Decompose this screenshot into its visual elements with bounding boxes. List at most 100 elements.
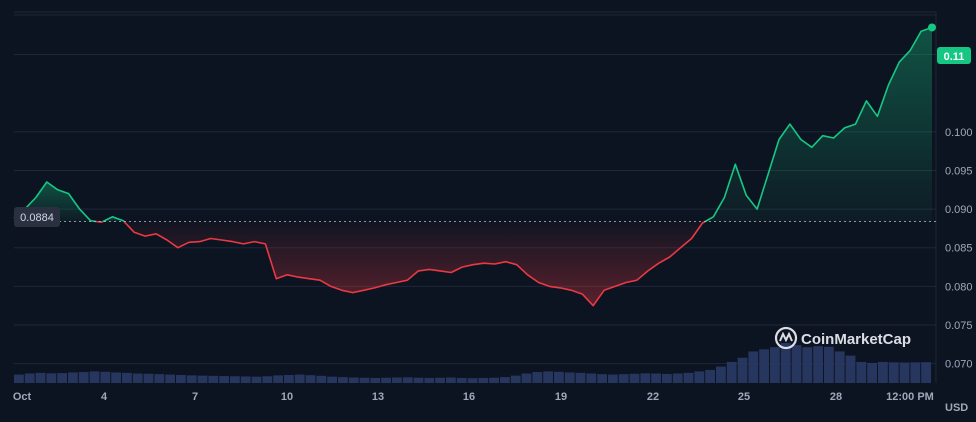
volume-bar bbox=[316, 375, 327, 383]
volume-bar bbox=[467, 378, 478, 383]
volume-bar bbox=[24, 373, 35, 383]
x-tick-label: 7 bbox=[192, 391, 198, 403]
x-tick-label: 19 bbox=[555, 391, 567, 403]
y-axis: 0.070 0.075 0.080 0.085 0.090 0.095 0.100 0.11 bbox=[945, 50, 973, 371]
volume-bar bbox=[273, 375, 283, 383]
y-tick-label: 0.095 bbox=[945, 165, 973, 177]
y-tick-label: 0.080 bbox=[945, 281, 973, 293]
current-point bbox=[928, 23, 936, 32]
volume-bar bbox=[813, 346, 823, 383]
volume-bar bbox=[327, 376, 337, 383]
unit-label: USD bbox=[945, 402, 968, 414]
volume-bar bbox=[370, 377, 381, 383]
current-price-value: 0.11 bbox=[944, 51, 965, 63]
y-tick-label: 0.085 bbox=[945, 243, 973, 255]
volume-bar bbox=[672, 373, 683, 383]
volume-bar bbox=[662, 373, 672, 383]
volume-bar bbox=[197, 375, 208, 383]
volume-bar bbox=[748, 351, 759, 383]
y-tick-label: 0.100 bbox=[945, 127, 973, 139]
area-fill-below bbox=[124, 221, 706, 306]
volume-bar bbox=[726, 361, 737, 383]
volume-bar bbox=[856, 361, 867, 383]
volume-bar bbox=[640, 373, 651, 383]
volume-bar bbox=[824, 346, 834, 383]
volume-bar bbox=[564, 372, 575, 383]
x-tick-label: 25 bbox=[738, 391, 750, 403]
price-line-down bbox=[123, 220, 706, 307]
volume-bar bbox=[294, 374, 305, 383]
volume-bar bbox=[651, 373, 661, 383]
volume-bar bbox=[402, 377, 413, 383]
x-tick-label: 10 bbox=[281, 391, 293, 403]
volume-bar bbox=[154, 374, 165, 383]
volume-bar bbox=[338, 377, 348, 383]
volume-bar bbox=[46, 373, 57, 383]
price-lines bbox=[13, 26, 933, 307]
volume-bar bbox=[554, 371, 564, 383]
x-tick-label: Oct bbox=[13, 391, 32, 403]
volume-bar bbox=[834, 351, 845, 383]
volume-bar bbox=[705, 369, 715, 383]
volume-bar bbox=[305, 375, 316, 383]
price-line-up bbox=[13, 181, 97, 223]
price-line-up bbox=[102, 216, 125, 223]
volume-bar bbox=[500, 377, 510, 383]
volume-bar bbox=[424, 377, 435, 383]
volume-bar bbox=[910, 362, 921, 383]
volume-bar bbox=[791, 345, 802, 383]
y-tick-label: 0.075 bbox=[945, 320, 973, 332]
volume-bar bbox=[89, 371, 100, 383]
volume-bar bbox=[543, 371, 553, 383]
volume-bar bbox=[240, 376, 251, 383]
volume-bar bbox=[165, 374, 175, 383]
coinmarketcap-logo-icon bbox=[774, 326, 798, 350]
volume-bar bbox=[694, 371, 705, 383]
volume-bar bbox=[348, 377, 359, 383]
volume-bar bbox=[78, 372, 89, 383]
volume-bar bbox=[435, 377, 445, 383]
volume-bar bbox=[35, 372, 46, 383]
volume-bar bbox=[186, 375, 197, 383]
volume-bar bbox=[122, 372, 132, 383]
volume-bar bbox=[68, 372, 78, 383]
volume-bar bbox=[111, 372, 121, 383]
x-tick-label: 12:00 PM bbox=[886, 391, 934, 403]
area-fill-above bbox=[705, 27, 932, 222]
volume-bar bbox=[532, 372, 543, 383]
volume-bar bbox=[132, 373, 143, 383]
volume-bar bbox=[176, 375, 186, 383]
volume-bar bbox=[359, 377, 370, 383]
coinmarketcap-logo-mark bbox=[779, 331, 793, 343]
x-tick-label: 13 bbox=[372, 391, 384, 403]
volume-bar bbox=[510, 375, 521, 383]
volume-bar bbox=[921, 362, 931, 383]
volume-bar bbox=[230, 376, 240, 383]
volume-bar bbox=[446, 377, 456, 383]
volume-bar bbox=[262, 376, 273, 383]
current-price: 0.11 bbox=[928, 23, 971, 64]
volume-bar bbox=[802, 347, 813, 383]
x-tick-label: 16 bbox=[463, 391, 475, 403]
volume-bar bbox=[845, 355, 856, 383]
volume-bar bbox=[143, 373, 154, 383]
x-tick-label: 22 bbox=[647, 391, 659, 403]
y-tick-label: 0.070 bbox=[945, 359, 973, 371]
volume-bar bbox=[608, 374, 618, 383]
volume-bar bbox=[618, 374, 629, 383]
volume-bar bbox=[780, 343, 791, 383]
x-tick-label: 4 bbox=[101, 391, 108, 403]
volume-bar bbox=[219, 376, 229, 383]
volume-bar bbox=[521, 373, 532, 383]
volume-bar bbox=[489, 377, 499, 383]
volume-bar bbox=[629, 373, 640, 383]
volume-bar bbox=[284, 375, 294, 383]
volume-bar bbox=[413, 377, 424, 383]
area-fill-above bbox=[102, 216, 125, 222]
watermark-text: CoinMarketCap bbox=[801, 331, 911, 348]
volume-bar bbox=[867, 363, 877, 383]
x-tick-label: 28 bbox=[830, 391, 842, 403]
baseline-value: 0.0884 bbox=[20, 212, 54, 224]
price-line-up bbox=[704, 26, 933, 223]
volume-bar bbox=[737, 357, 748, 383]
